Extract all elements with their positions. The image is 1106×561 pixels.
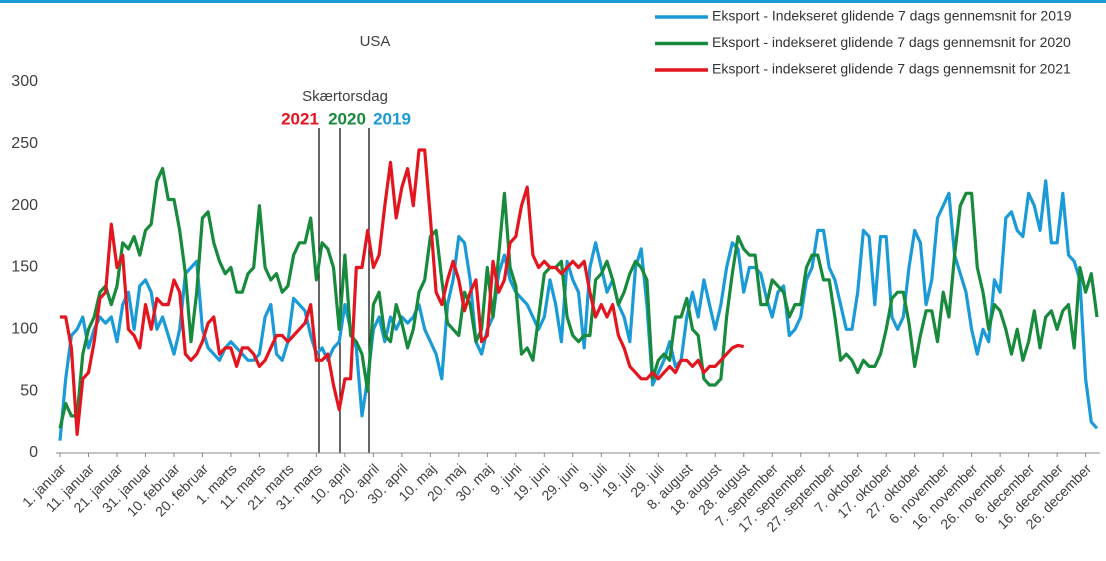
y-tick-label: 0 [29, 444, 38, 461]
annotation-text: Skærtorsdag [302, 88, 388, 105]
annotation-year: 2021 [281, 109, 319, 128]
annotation-year: 2020 [328, 109, 366, 128]
chart-title: USA [360, 33, 391, 50]
series-line [58, 179, 1099, 441]
series-line [60, 148, 745, 436]
legend-label: Eksport - indekseret glidende 7 dags gen… [712, 34, 1071, 50]
y-tick-label: 300 [11, 73, 38, 90]
annotation-year: 2019 [373, 109, 411, 128]
y-tick-label: 200 [11, 197, 38, 214]
y-tick-label: 150 [11, 259, 38, 276]
y-tick-label: 50 [20, 382, 38, 399]
y-tick-label: 100 [11, 321, 38, 338]
legend-label: Eksport - indekseret glidende 7 dags gen… [712, 61, 1071, 77]
y-tick-label: 250 [11, 135, 38, 152]
series-line [58, 167, 1099, 429]
legend-label: Eksport - Indekseret glidende 7 dags gen… [712, 8, 1072, 24]
